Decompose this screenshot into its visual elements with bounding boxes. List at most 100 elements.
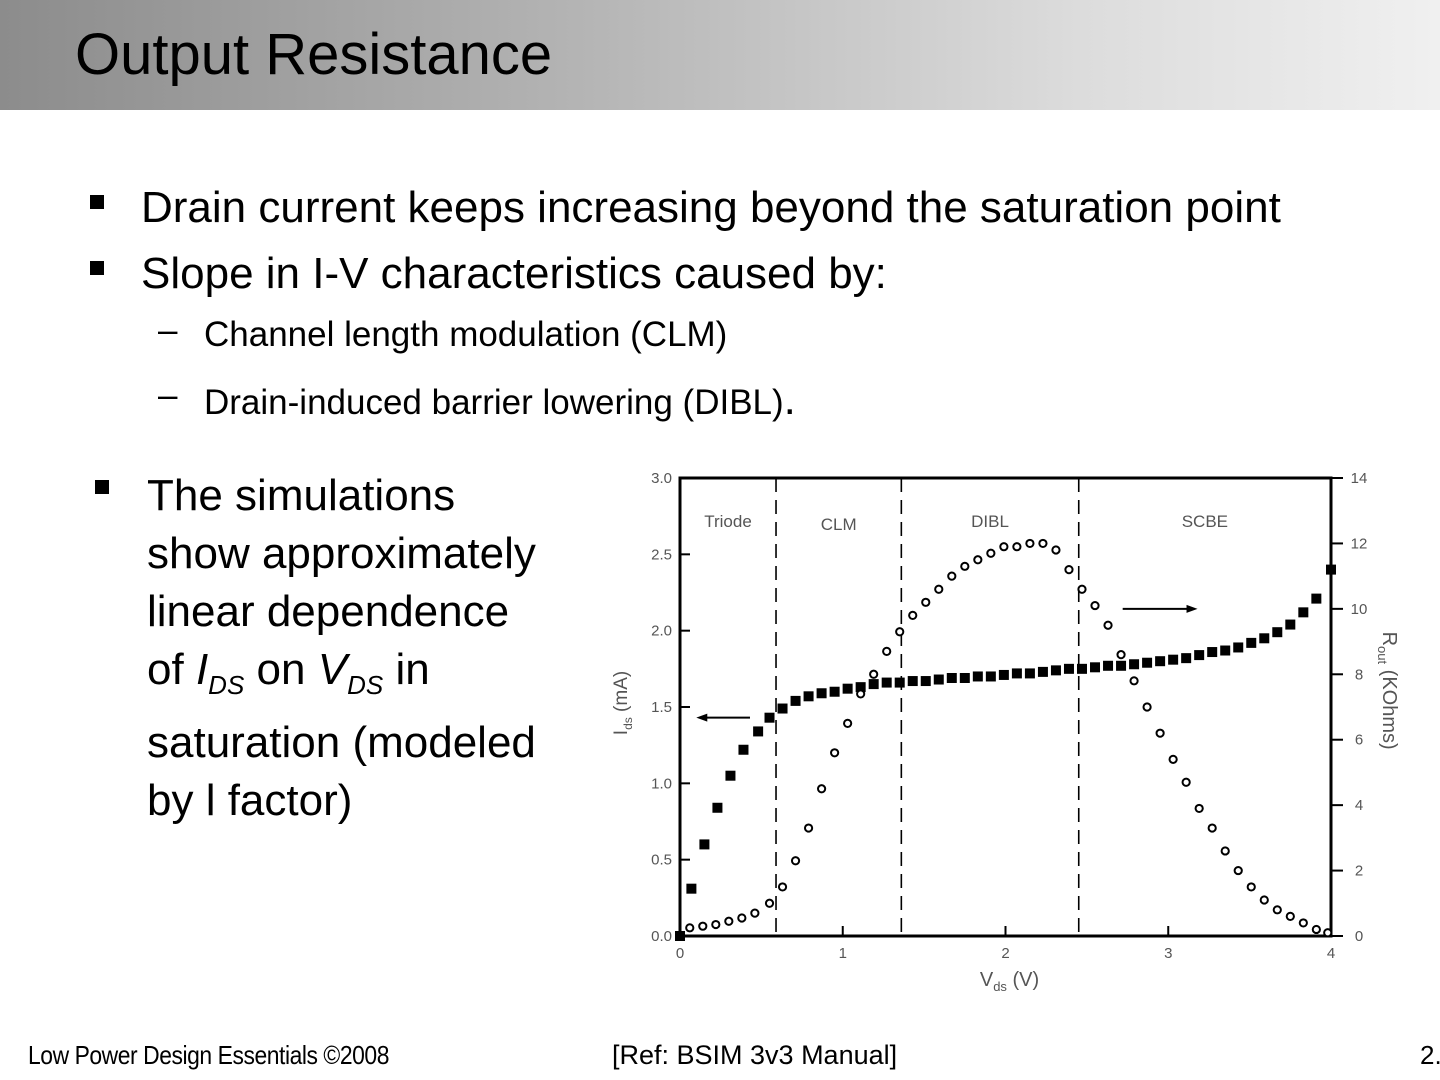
left-arrow-head-icon [696, 713, 708, 722]
rout-point [790, 856, 801, 866]
vds-main: V [317, 645, 348, 694]
rout-point [843, 718, 853, 728]
region-boundaries [775, 478, 1080, 936]
rout-point [1064, 565, 1074, 575]
rout-point [856, 689, 866, 699]
rout-point [1181, 777, 1191, 787]
ids-point [1142, 657, 1153, 668]
rout-point [1207, 823, 1217, 833]
ids-point [790, 695, 801, 706]
rout-point [934, 584, 944, 594]
ids-point [686, 883, 697, 894]
rout-point [869, 669, 879, 679]
ids-sub: DS [208, 669, 245, 700]
ids-point [1155, 656, 1166, 667]
ids-point [1168, 654, 1179, 665]
rout-point [724, 916, 734, 926]
rout-point [960, 561, 970, 571]
rout-point [973, 555, 983, 565]
rout-point [908, 610, 918, 620]
sim-line: saturation (modeled [147, 717, 536, 767]
sim-line: show approximately [147, 529, 536, 578]
bullet-square-icon [95, 480, 109, 494]
ids-point [753, 726, 764, 737]
rout-point [830, 748, 840, 758]
rout-point [711, 919, 721, 930]
ids-point [842, 683, 853, 694]
ids-point [907, 676, 918, 687]
sub-bullet-period: . [783, 375, 796, 424]
rout-point [750, 908, 760, 918]
x-tick-label: 2 [1001, 945, 1009, 962]
x-tick-label: 3 [1164, 945, 1172, 962]
sim-line: by l factor) [147, 775, 353, 825]
sub-bullet-text: Drain-induced barrier lowering (DIBL). [204, 378, 796, 424]
rout-point [999, 542, 1009, 552]
footer-copyright: Low Power Design Essentials ©2008 [28, 1040, 389, 1070]
region-label: DIBL [971, 512, 1009, 531]
bullet-text: Slope in I-V characteristics caused by: [141, 249, 887, 298]
rout-point [1051, 545, 1061, 555]
ids-point [803, 691, 814, 702]
sub-bullet-text: Channel length modulation (CLM) [204, 315, 728, 354]
y2-tick-label: 6 [1355, 732, 1363, 749]
ids-point [985, 671, 996, 682]
ids-point [855, 682, 866, 693]
ids-point [894, 677, 905, 688]
rout-point [685, 923, 695, 933]
rout-point [737, 913, 747, 923]
rout-point [986, 548, 996, 558]
rout-point [1090, 600, 1100, 611]
ids-main: I [195, 645, 209, 694]
dash-marker: – [158, 376, 178, 415]
rout-point [1259, 895, 1269, 905]
slide-number: 2. [1420, 1040, 1440, 1070]
y2-tick-label: 0 [1355, 928, 1363, 945]
ids-point [933, 674, 944, 685]
ids-point [1259, 633, 1270, 644]
y-axis-title: Ids (mA) [611, 671, 635, 735]
rout-point [1311, 924, 1321, 935]
region-label: CLM [821, 515, 857, 534]
ids-point [868, 679, 879, 690]
ids-point [1285, 619, 1296, 630]
x-tick-label: 0 [676, 945, 684, 962]
vds-symbol: VDS [317, 645, 383, 700]
rout-point [882, 646, 892, 656]
ids-point [920, 676, 931, 687]
rout-point [1272, 905, 1282, 915]
y-tick-label: 2.5 [651, 546, 672, 563]
ids-point [712, 802, 723, 813]
ids-point [998, 669, 1009, 680]
vds-sub: DS [347, 669, 384, 700]
rout-point [921, 597, 931, 607]
ids-point [1246, 637, 1257, 648]
sim-line: linear dependence [147, 587, 510, 636]
ids-point [699, 839, 710, 850]
rout-point [1038, 538, 1048, 549]
ids-point [777, 703, 788, 714]
rout-point [816, 784, 827, 794]
rout-point [947, 571, 957, 581]
rout-point [1025, 538, 1035, 549]
sim-word-on: on [256, 645, 306, 694]
rout-point [1077, 584, 1087, 594]
rout-point [764, 898, 775, 908]
ids-point [881, 677, 892, 688]
rout-point [1298, 918, 1308, 928]
rout-point [1116, 650, 1126, 660]
ids-point [725, 770, 736, 781]
footer-reference: [Ref: BSIM 3v3 Manual] [612, 1040, 898, 1070]
ids-point [1011, 668, 1022, 679]
y-tick-label: 1.0 [651, 775, 672, 792]
ids-point [1076, 663, 1087, 674]
rout-point [1233, 865, 1243, 876]
ids-point [1326, 564, 1336, 575]
ids-point [1024, 668, 1035, 679]
y2-tick-label: 2 [1355, 863, 1363, 880]
ids-point [1298, 607, 1309, 618]
title-bar [0, 0, 1440, 110]
right-arrow-head-icon [1186, 604, 1198, 613]
ids-point [1116, 660, 1127, 671]
